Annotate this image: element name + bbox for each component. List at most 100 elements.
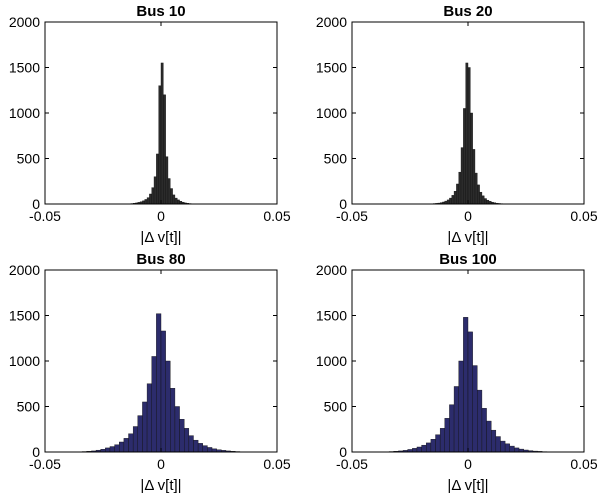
histogram-bar (163, 94, 166, 205)
histogram-bar (474, 172, 478, 205)
y-tick-label: 2000 (9, 14, 40, 30)
y-tick-label: 500 (324, 399, 348, 415)
histogram-bar (207, 447, 213, 453)
x-axis-label: |Δ v[t]| (447, 477, 488, 494)
histogram-bar (105, 447, 111, 453)
x-tick-label: 0 (157, 456, 165, 472)
x-tick-label: 0 (157, 208, 165, 224)
histogram-bar (439, 428, 446, 453)
histogram-bar (463, 317, 469, 453)
x-tick-label: 0.05 (570, 456, 597, 472)
histogram-bar (449, 197, 452, 205)
histogram-bar (470, 112, 473, 205)
histogram-bar (149, 193, 152, 205)
histogram-bar (430, 439, 436, 453)
y-tick-label: 2000 (316, 14, 347, 30)
x-axis-label: |Δ v[t]| (140, 477, 181, 494)
histogram-bar (160, 330, 166, 453)
y-tick-label: 500 (324, 151, 348, 167)
histogram-bar (151, 356, 157, 453)
histogram-bar (444, 418, 450, 453)
histogram-bar (479, 191, 483, 205)
histogram-bar (426, 442, 432, 453)
y-tick-label: 2000 (9, 262, 40, 278)
histogram-bar (167, 178, 171, 205)
histogram-bar (486, 420, 492, 453)
histogram-bar (412, 448, 418, 453)
histogram-bar (458, 360, 464, 453)
y-tick-label: 1500 (9, 308, 40, 324)
histogram-bar (514, 447, 520, 453)
x-axis-label: |Δ v[t]| (140, 229, 181, 246)
histogram-bar (174, 406, 180, 453)
y-tick-label: 0 (339, 196, 347, 212)
subplot-title: Bus 10 (136, 3, 185, 20)
y-tick-label: 1500 (316, 60, 347, 76)
histogram-bar (114, 444, 120, 453)
x-tick-label: 0 (464, 208, 472, 224)
histogram-bar (165, 156, 169, 205)
histogram-bar (463, 108, 466, 205)
histogram-bar (153, 176, 157, 205)
subplot-title: Bus 20 (443, 3, 492, 20)
histogram-bar (481, 195, 485, 205)
histogram-bar (202, 445, 208, 453)
y-tick-label: 500 (17, 151, 41, 167)
y-tick-label: 0 (32, 444, 40, 460)
x-tick-label: -0.05 (29, 208, 61, 224)
histogram-bar (500, 440, 506, 453)
histogram-bar (484, 198, 487, 205)
y-tick-label: 0 (32, 196, 40, 212)
x-tick-label: -0.05 (336, 456, 368, 472)
histogram-bar (151, 187, 155, 205)
histogram-bar (472, 365, 478, 453)
histogram-bar (421, 444, 427, 453)
histogram-bar (486, 199, 490, 205)
y-tick-label: 2000 (316, 262, 347, 278)
histogram-bar (467, 67, 471, 205)
histogram-bar (477, 389, 483, 453)
y-tick-label: 1000 (9, 353, 40, 369)
histogram-bar (188, 435, 194, 453)
histogram-bar (179, 419, 185, 453)
y-tick-label: 0 (339, 444, 347, 460)
histogram-bar (160, 62, 164, 205)
y-tick-label: 500 (17, 399, 41, 415)
histogram-bar (495, 436, 501, 453)
histogram-bar (465, 62, 469, 205)
histogram-bar (165, 360, 171, 453)
histogram-bar (128, 433, 134, 453)
histogram-bar (172, 194, 176, 205)
histogram-bar (132, 426, 139, 453)
histogram-bar (481, 408, 487, 453)
histogram-bar (435, 434, 441, 453)
histogram-bar (491, 429, 497, 453)
histogram-bar (449, 404, 455, 453)
histogram-bar (146, 383, 152, 453)
histogram-bar (144, 199, 148, 205)
histogram-bar (158, 85, 162, 205)
histogram-bar (472, 149, 476, 205)
subplot-title: Bus 100 (439, 251, 497, 268)
histogram-bar (193, 439, 199, 453)
histogram-bar (458, 171, 462, 205)
y-tick-label: 1500 (9, 60, 40, 76)
histogram-bar (453, 191, 457, 205)
histogram-bar (451, 195, 455, 205)
y-tick-label: 1000 (316, 353, 347, 369)
histogram-bar (119, 441, 125, 453)
x-tick-label: 0.05 (570, 208, 597, 224)
histogram-bar (197, 443, 203, 453)
histogram-bar (137, 415, 143, 453)
subplot-title: Bus 80 (136, 251, 185, 268)
x-tick-label: -0.05 (29, 456, 61, 472)
histogram-bar (453, 386, 459, 453)
histogram-bar (109, 446, 115, 453)
histogram-bar (123, 438, 129, 453)
x-axis-label: |Δ v[t]| (447, 229, 488, 246)
